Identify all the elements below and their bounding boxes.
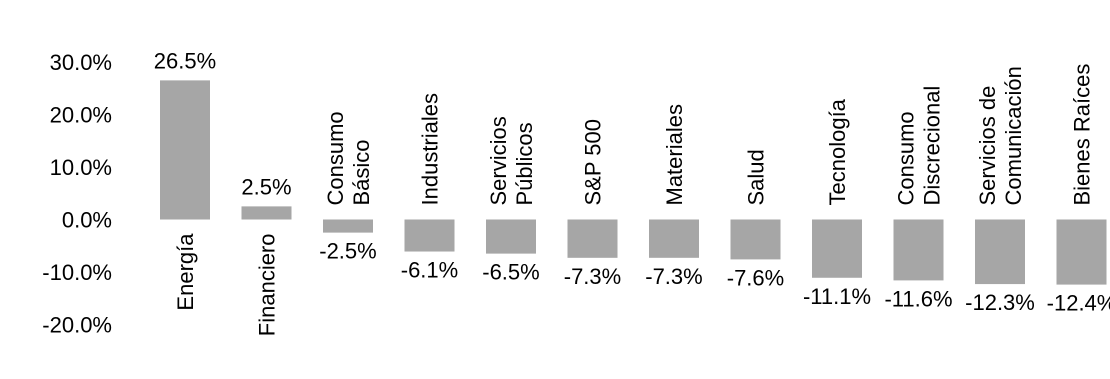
- data-label: 2.5%: [241, 174, 291, 199]
- bar: [486, 219, 536, 254]
- category-label: Materiales: [662, 104, 687, 205]
- data-label: -11.6%: [884, 286, 952, 311]
- bar: [241, 206, 292, 220]
- bar: [1056, 219, 1107, 285]
- category-label: Tecnología: [825, 98, 850, 205]
- category-label: ConsumoDiscrecional: [894, 86, 945, 206]
- data-label: -7.6%: [727, 265, 784, 290]
- data-label: -12.4%: [1047, 291, 1110, 316]
- data-label: -11.1%: [803, 284, 871, 309]
- category-label: ConsumoBásico: [323, 111, 374, 205]
- category-label: Salud: [744, 149, 769, 205]
- bar: [323, 219, 373, 233]
- bars: [160, 80, 1107, 285]
- y-tick-label: -20.0%: [42, 313, 112, 338]
- category-label: S&P 500: [581, 119, 606, 205]
- bar: [730, 219, 781, 260]
- category-label: Financiero: [255, 234, 280, 337]
- y-tick-label: -10.0%: [42, 260, 112, 285]
- data-label: -7.3%: [564, 264, 621, 289]
- data-label: -2.5%: [319, 239, 376, 264]
- bar: [975, 219, 1025, 285]
- y-tick-label: 20.0%: [50, 103, 112, 128]
- data-label: -6.5%: [482, 260, 539, 285]
- y-tick-label: 10.0%: [50, 155, 112, 180]
- data-label: 26.5%: [154, 48, 216, 73]
- y-axis-ticks: 30.0% 20.0% 10.0% 0.0% -10.0% -20.0%: [42, 50, 112, 338]
- bar: [649, 219, 699, 258]
- data-label: -12.3%: [965, 290, 1035, 315]
- category-labels: Energía Financiero ConsumoBásico Industrial…: [173, 64, 1095, 337]
- y-tick-label: 0.0%: [62, 208, 112, 233]
- category-label: Industriales: [418, 93, 443, 206]
- category-label: Servicios deComunicación: [975, 66, 1026, 205]
- data-labels: 26.5%2.5%-2.5%-6.1% -6.5% -7.3% -7.3% -7.6%-…: [154, 48, 1110, 315]
- data-label: -7.3%: [645, 264, 702, 289]
- category-label: Bienes Raíces: [1070, 64, 1095, 206]
- bar: [893, 219, 944, 281]
- bar: [567, 219, 618, 258]
- bar: [812, 219, 862, 278]
- y-tick-label: 30.0%: [50, 50, 112, 75]
- category-label: Energía: [173, 233, 198, 311]
- category-label: ServiciosPúblicos: [486, 116, 537, 205]
- bar: [404, 219, 455, 252]
- bar: [160, 80, 210, 220]
- data-label: -6.1%: [401, 258, 458, 283]
